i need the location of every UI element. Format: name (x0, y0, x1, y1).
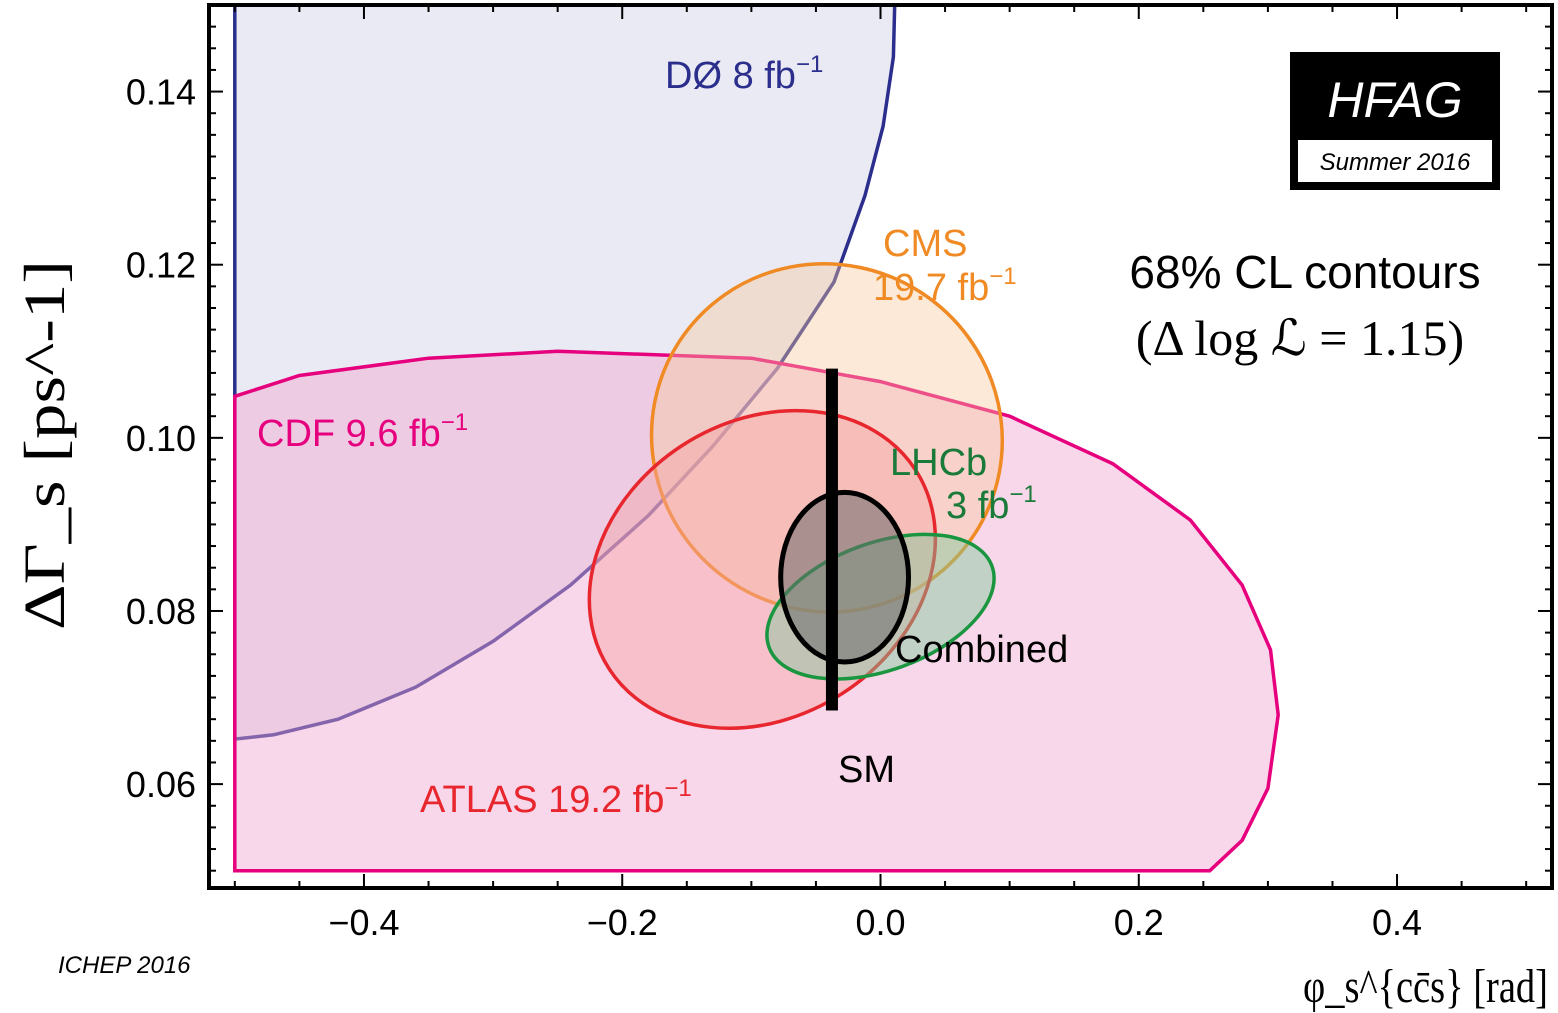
cdf-contour (233, 349, 1280, 873)
x-axis-label: φ_s^{cc̄s} [rad] (1303, 960, 1548, 1013)
axis-ticks (209, 5, 1552, 888)
y-tick-label: 0.12 (126, 245, 196, 286)
x-tick-label: −0.4 (328, 902, 399, 943)
atlas-label: ATLAS 19.2 fb−1 (420, 775, 692, 821)
y-tick-label: 0.08 (126, 591, 196, 632)
hfag-badge: HFAG Summer 2016 (1290, 52, 1500, 190)
d0-label: DØ 8 fb−1 (665, 51, 823, 97)
cms-name-label: CMS (883, 223, 967, 265)
y-tick-label: 0.14 (126, 72, 196, 113)
y-tick-label: 0.06 (126, 764, 196, 805)
combined-label: Combined (895, 629, 1068, 671)
footnote: ICHEP 2016 (58, 952, 191, 979)
x-tick-label: 0.0 (855, 902, 905, 943)
x-tick-label: 0.2 (1114, 902, 1164, 943)
cms-lumi-label: 19.7 fb−1 (873, 263, 1017, 309)
chart-subtitle: (Δ log ℒ = 1.15) (1136, 310, 1464, 366)
y-tick-labels: 0.06 0.08 0.10 0.12 0.14 (126, 72, 196, 806)
hfag-badge-subtitle: Summer 2016 (1320, 149, 1471, 176)
chart-title: 68% CL contours (1129, 246, 1480, 298)
hfag-badge-title: HFAG (1327, 72, 1462, 128)
x-tick-label: −0.2 (587, 902, 658, 943)
x-tick-label: 0.4 (1372, 902, 1422, 943)
d--contour (233, 5, 897, 742)
hfag-badge-inner (1298, 140, 1492, 182)
cdf-label: CDF 9.6 fb−1 (257, 409, 468, 455)
y-tick-label: 0.10 (126, 418, 196, 459)
lhcb-lumi-label: 3 fb−1 (946, 481, 1037, 527)
sm-label: SM (838, 749, 895, 791)
combined-contour (778, 489, 912, 665)
lhcb-name-label: LHCb (890, 442, 987, 484)
y-axis-label: ΔΓ_s [ps^-1] (12, 260, 77, 630)
x-tick-labels: −0.4 −0.2 0.0 0.2 0.4 (328, 902, 1422, 943)
